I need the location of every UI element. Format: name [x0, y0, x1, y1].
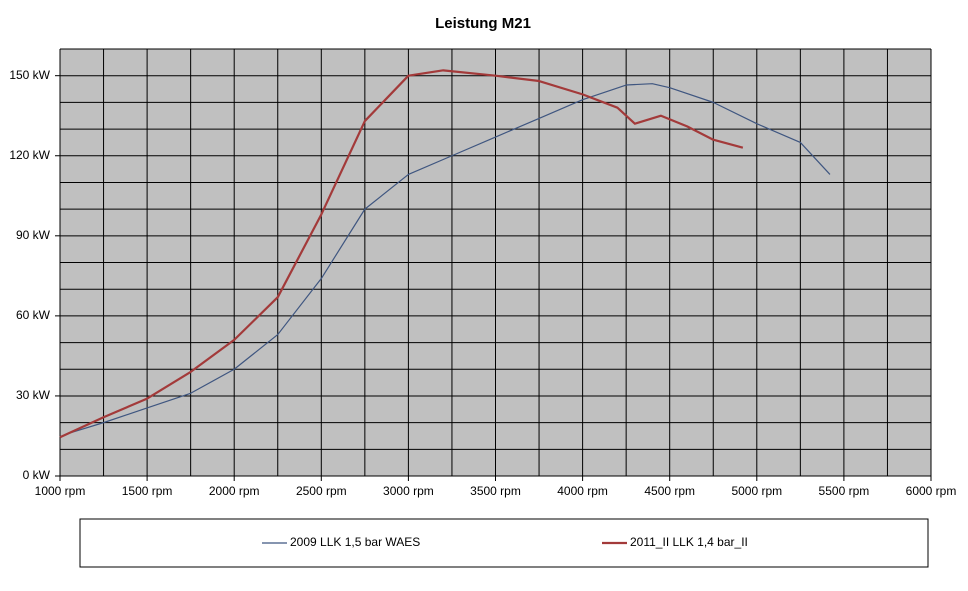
y-tick-label: 120 kW [9, 148, 50, 162]
y-tick-label: 90 kW [16, 228, 51, 242]
series-line [68, 83, 831, 434]
x-tick-label: 3000 rpm [383, 484, 434, 498]
x-tick-label: 2000 rpm [209, 484, 260, 498]
x-tick-label: 4500 rpm [644, 484, 695, 498]
chart-title: Leistung M21 [435, 15, 531, 32]
x-tick-label: 3500 rpm [470, 484, 521, 498]
legend-label: 2011_II LLK 1,4 bar_II [630, 535, 748, 549]
x-tick-label: 4000 rpm [557, 484, 608, 498]
legend-box [79, 518, 929, 568]
y-tick-label: 150 kW [9, 68, 50, 82]
x-tick-label: 5000 rpm [731, 484, 782, 498]
x-tick-label: 1500 rpm [122, 484, 173, 498]
y-tick-label: 0 kW [23, 468, 51, 482]
series-line [59, 69, 744, 439]
x-tick-label: 5500 rpm [819, 484, 870, 498]
y-tick-label: 30 kW [16, 388, 51, 402]
x-tick-label: 6000 rpm [906, 484, 957, 498]
legend-label: 2009 LLK 1,5 bar WAES [290, 535, 420, 549]
x-tick-label: 2500 rpm [296, 484, 347, 498]
x-tick-label: 1000 rpm [35, 484, 86, 498]
y-tick-label: 60 kW [16, 308, 51, 322]
